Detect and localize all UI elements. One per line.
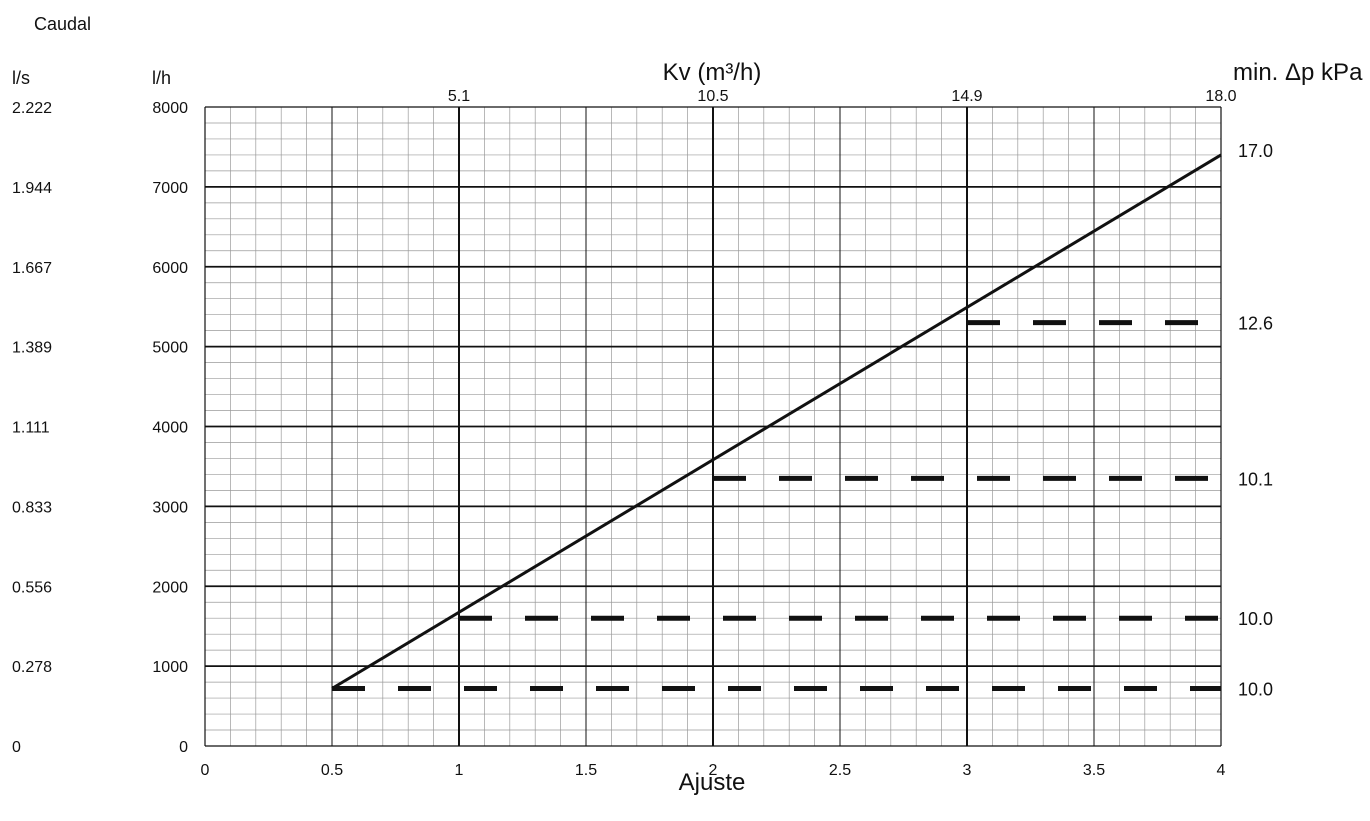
min-dp-value-label: 12.6 bbox=[1238, 314, 1273, 334]
flow-series-line bbox=[331, 153, 1222, 690]
left-unit-ls: l/s bbox=[12, 68, 30, 88]
series-layer bbox=[331, 153, 1222, 690]
x-tick-label: 0 bbox=[201, 762, 210, 779]
y-tick-label-ls: 0.556 bbox=[12, 579, 52, 596]
y-tick-label-lh: 7000 bbox=[152, 180, 188, 197]
y-tick-label-lh: 5000 bbox=[152, 340, 188, 357]
y-tick-label-ls: 1.667 bbox=[12, 260, 52, 277]
x-tick-label: 2.5 bbox=[829, 762, 851, 779]
x-tick-label: 3 bbox=[963, 762, 972, 779]
x-tick-label: 4 bbox=[1217, 762, 1226, 779]
kv-tick-label: 18.0 bbox=[1205, 88, 1236, 105]
kv-tick-label: 5.1 bbox=[448, 88, 470, 105]
y-tick-label-ls: 0 bbox=[12, 739, 21, 756]
y-tick-label-lh: 4000 bbox=[152, 420, 188, 437]
y-tick-label-lh: 0 bbox=[179, 739, 188, 756]
major-grid bbox=[204, 106, 1222, 747]
y-tick-label-lh: 3000 bbox=[152, 499, 188, 516]
y-tick-label-ls: 0.278 bbox=[12, 659, 52, 676]
y-tick-label-ls: 1.111 bbox=[12, 420, 50, 437]
min-dp-value-label: 10.0 bbox=[1238, 679, 1273, 699]
flow-label: Caudal bbox=[34, 14, 91, 34]
min-dp-dashed-lines bbox=[332, 320, 1221, 691]
y-tick-label-ls: 2.222 bbox=[12, 100, 52, 117]
y-tick-label-lh: 6000 bbox=[152, 260, 188, 277]
x-tick-label: 1.5 bbox=[575, 762, 597, 779]
y-tick-label-lh: 2000 bbox=[152, 579, 188, 596]
top-axis-title: Kv (m³/h) bbox=[663, 59, 762, 86]
left-unit-lh: l/h bbox=[152, 68, 171, 88]
y-tick-label-ls: 0.833 bbox=[12, 499, 52, 516]
min-dp-value-label: 10.0 bbox=[1238, 609, 1273, 629]
x-tick-label: 2 bbox=[709, 762, 718, 779]
right-axis-title: min. Δp kPa bbox=[1233, 59, 1363, 86]
x-axis-title: Ajuste bbox=[679, 769, 746, 796]
tick-labels: 10.0 10.0 10.1 12.6 17.0 0 0.5 1 1.5 2 2.5 3 3.5 4 0 10… bbox=[12, 88, 1273, 779]
y-tick-label-lh: 1000 bbox=[152, 659, 188, 676]
y-tick-label-ls: 1.389 bbox=[12, 340, 52, 357]
kv-tick-label: 10.5 bbox=[697, 88, 728, 105]
min-dp-value-label: 17.0 bbox=[1238, 141, 1273, 161]
x-tick-label: 0.5 bbox=[321, 762, 343, 779]
min-dp-value-label: 10.1 bbox=[1238, 469, 1273, 489]
kv-tick-label: 14.9 bbox=[951, 88, 982, 105]
y-tick-label-ls: 1.944 bbox=[12, 180, 52, 197]
x-tick-label: 3.5 bbox=[1083, 762, 1105, 779]
x-tick-label: 1 bbox=[455, 762, 464, 779]
y-tick-label-lh: 8000 bbox=[152, 100, 188, 117]
